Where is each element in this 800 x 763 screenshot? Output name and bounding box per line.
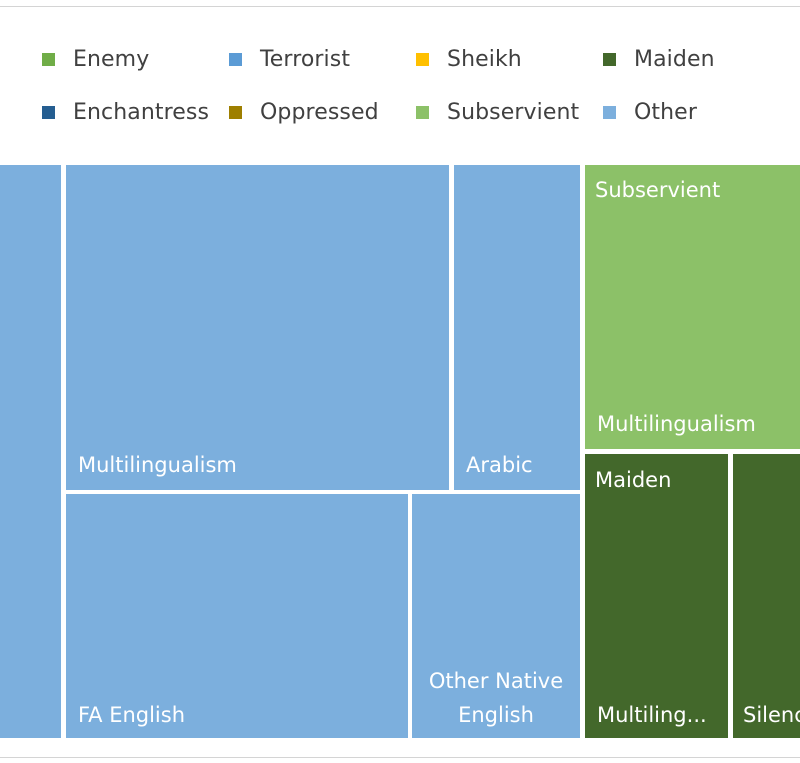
legend-label: Subservient	[447, 99, 580, 125]
legend-item-other: Other	[603, 97, 697, 127]
legend-label: Enemy	[73, 46, 150, 72]
legend-swatch	[229, 52, 242, 66]
legend: Enemy Terrorist Sheikh Maiden Enchantres…	[0, 0, 800, 160]
tile-group-header: Subservient	[595, 178, 721, 202]
legend-label: Sheikh	[447, 46, 522, 72]
frame-top-border	[0, 6, 800, 7]
legend-label: Other	[634, 99, 697, 125]
legend-swatch	[42, 52, 55, 66]
legend-swatch	[416, 105, 429, 119]
legend-item-oppressed: Oppressed	[229, 97, 379, 127]
tile-label: Multiling...	[597, 703, 707, 727]
tile-other-native-english: Other Native English	[412, 494, 580, 738]
legend-label: Maiden	[634, 46, 715, 72]
tile-fa-english: FA English	[66, 494, 408, 738]
legend-swatch	[42, 105, 55, 119]
legend-item-subservient: Subservient	[416, 97, 579, 127]
legend-item-enemy: Enemy	[42, 44, 149, 74]
tile-group-header: Maiden	[595, 468, 672, 492]
legend-label: Terrorist	[260, 46, 351, 72]
tile-label: Multilingualism	[597, 412, 756, 436]
legend-item-enchantress: Enchantress	[42, 97, 209, 127]
legend-label: Oppressed	[260, 99, 379, 125]
tile-label: FA English	[78, 703, 186, 727]
legend-swatch	[229, 105, 242, 119]
tile-label-line-2: English	[458, 703, 534, 727]
legend-swatch	[416, 52, 429, 66]
frame-bottom-border	[0, 757, 800, 758]
tile-subservient-multilingualism: Subservient Multilingualism	[585, 165, 800, 449]
legend-label: Enchantress	[73, 99, 210, 125]
legend-swatch	[603, 52, 616, 66]
tile-multilingualism: Multilingualism	[66, 165, 449, 490]
tile-label: Arabic	[466, 453, 533, 477]
tile-label: Silenc	[743, 703, 800, 727]
legend-swatch	[603, 105, 616, 119]
tile-maiden-multilingualism: Maiden Multiling...	[585, 454, 728, 738]
tile-label-line-1: Other Native	[428, 669, 564, 693]
legend-item-maiden: Maiden	[603, 44, 715, 74]
legend-item-terrorist: Terrorist	[229, 44, 350, 74]
tile-maiden-silenced: Silenc	[733, 454, 800, 738]
tile-other-left	[0, 165, 61, 738]
tile-arabic: Arabic	[454, 165, 580, 490]
legend-item-sheikh: Sheikh	[416, 44, 522, 74]
tile-label: Multilingualism	[78, 453, 237, 477]
